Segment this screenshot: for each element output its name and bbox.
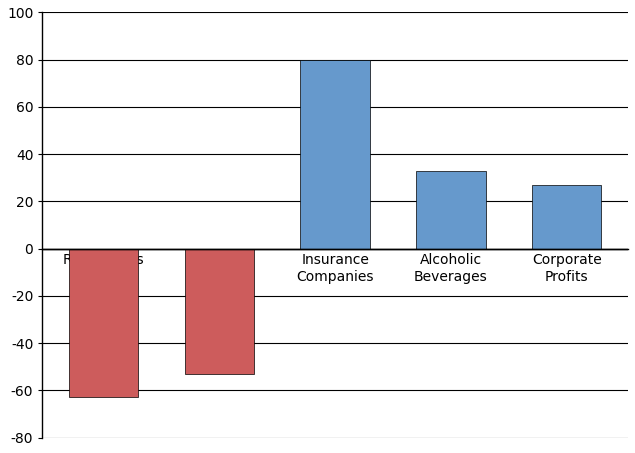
Bar xyxy=(300,60,370,249)
Bar xyxy=(69,249,138,397)
Bar xyxy=(532,185,601,249)
Bar xyxy=(416,171,486,249)
Bar xyxy=(185,249,254,374)
